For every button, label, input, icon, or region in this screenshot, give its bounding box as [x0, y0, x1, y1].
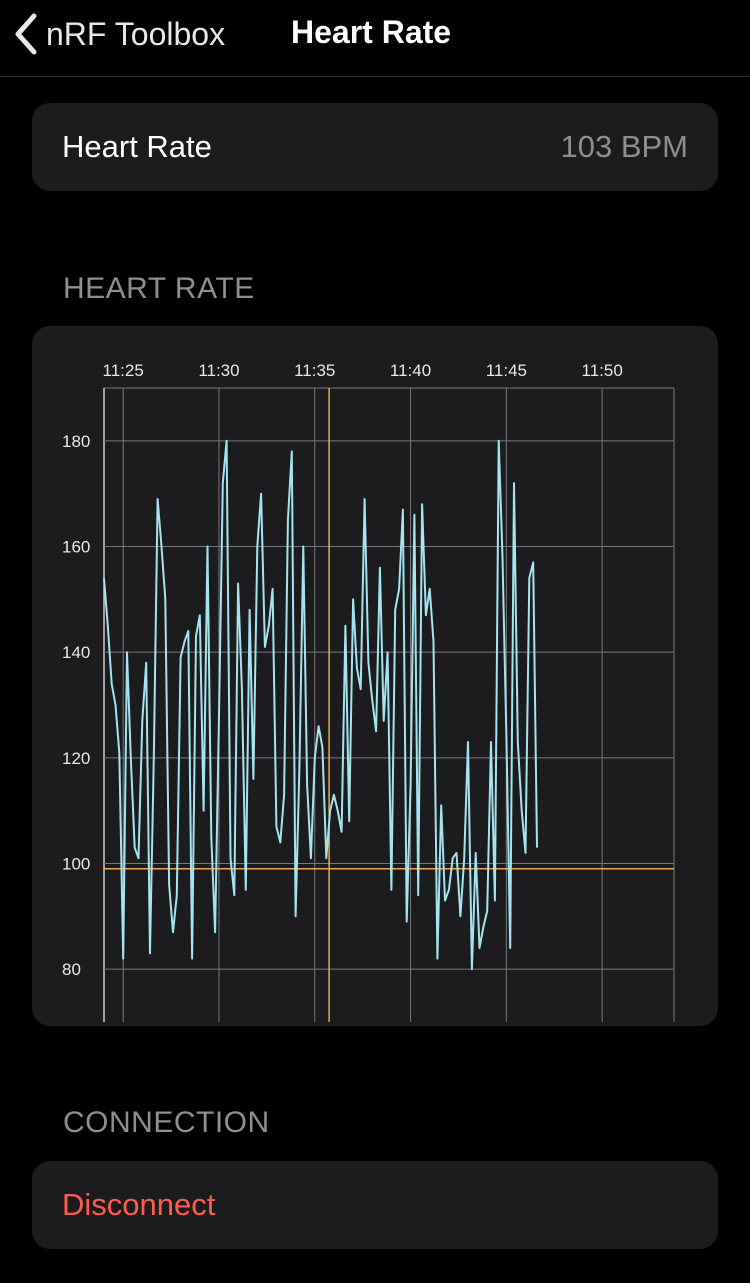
x-tick-label: 11:30	[198, 361, 239, 380]
disconnect-button[interactable]: Disconnect	[32, 1161, 718, 1249]
back-button-label: nRF Toolbox	[46, 16, 225, 53]
heart-rate-chart-svg: 11:25 11:30 11:35 11:40 11:45 11:50 80 100 120 14…	[32, 326, 718, 1026]
x-tick-label: 11:35	[294, 361, 335, 380]
x-tick-label: 11:25	[103, 361, 144, 380]
y-tick-label: 80	[62, 960, 81, 979]
y-tick-label: 140	[62, 643, 90, 662]
x-tick-label: 11:40	[390, 361, 431, 380]
y-tick-label: 120	[62, 749, 90, 768]
chevron-left-icon	[14, 13, 38, 55]
heart-rate-label: Heart Rate	[62, 129, 212, 165]
y-tick-label: 160	[62, 538, 90, 557]
y-tick-label: 100	[62, 855, 90, 874]
disconnect-label: Disconnect	[62, 1187, 215, 1223]
page-title: Heart Rate	[291, 14, 451, 51]
y-tick-label: 180	[62, 432, 90, 451]
section-header-heart-rate: HEART RATE	[63, 272, 255, 306]
navigation-bar: nRF Toolbox Heart Rate	[0, 0, 750, 77]
x-tick-label: 11:50	[582, 361, 623, 380]
heart-rate-value: 103 BPM	[560, 129, 688, 165]
back-button[interactable]: nRF Toolbox	[14, 8, 225, 60]
heart-rate-row: Heart Rate 103 BPM	[32, 103, 718, 191]
x-tick-label: 11:45	[486, 361, 527, 380]
section-header-connection: CONNECTION	[63, 1106, 270, 1140]
heart-rate-series-line	[104, 441, 537, 969]
heart-rate-chart[interactable]: 11:25 11:30 11:35 11:40 11:45 11:50 80 100 120 14…	[32, 326, 718, 1026]
